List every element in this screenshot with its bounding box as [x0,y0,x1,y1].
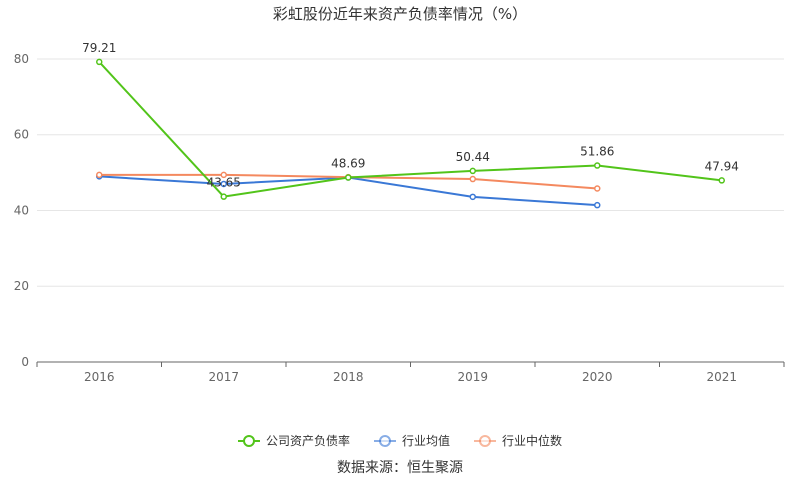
data-point[interactable] [96,58,103,66]
x-tick-label: 2018 [333,370,364,384]
data-point[interactable] [469,167,476,175]
y-tick-label: 0 [21,355,29,369]
data-labels: 79.21 43.65 48.69 50.44 51.86 47.94 [82,41,739,190]
source-note: 数据来源：恒生聚源 [337,460,463,476]
legend[interactable]: 公司资产负债率 行业均值 行业中位数 [238,433,562,448]
data-point[interactable] [718,177,725,184]
data-label: 50.44 [456,150,490,164]
x-tick-label: 2021 [706,370,737,384]
data-point[interactable] [345,174,352,181]
data-label: 48.69 [331,157,365,171]
data-label: 47.94 [705,159,739,173]
data-point[interactable] [96,171,103,179]
legend-marker [379,435,391,447]
data-point[interactable] [469,175,476,183]
legend-label: 公司资产负债率 [266,433,350,448]
grid-lines [37,58,784,287]
axes: 0 20 40 60 80 2016 2017 2018 2019 2020 2021 [14,52,785,384]
data-label: 51.86 [580,145,614,159]
legend-label: 行业均值 [402,433,450,448]
x-tick-label: 2017 [208,370,239,384]
x-tick-label: 2016 [84,370,115,384]
data-point[interactable] [220,171,227,179]
legend-item-1[interactable]: 行业均值 [374,433,450,448]
data-point[interactable] [220,180,227,188]
x-tick-label: 2020 [582,370,613,384]
legend-marker [243,435,255,447]
series-line-0 [98,61,722,198]
data-label: 79.21 [82,41,116,55]
legend-marker [479,435,491,447]
chart-title: 彩虹股份近年来资产负债率情况（%） [273,5,527,23]
y-tick-label: 20 [14,279,29,293]
data-point[interactable] [469,193,476,201]
legend-item-0[interactable]: 公司资产负债率 [238,433,350,448]
data-label: 43.65 [207,176,241,190]
y-tick-label: 60 [14,128,29,142]
data-point[interactable] [594,162,601,169]
data-point[interactable] [594,201,601,209]
legend-item-2[interactable]: 行业中位数 [474,433,562,448]
data-point[interactable] [594,185,601,192]
series-lines [96,58,725,209]
legend-label: 行业中位数 [502,433,562,448]
y-tick-label: 80 [14,52,29,66]
y-tick-label: 40 [14,203,29,217]
x-tick-label: 2019 [457,370,488,384]
data-point[interactable] [220,193,227,200]
